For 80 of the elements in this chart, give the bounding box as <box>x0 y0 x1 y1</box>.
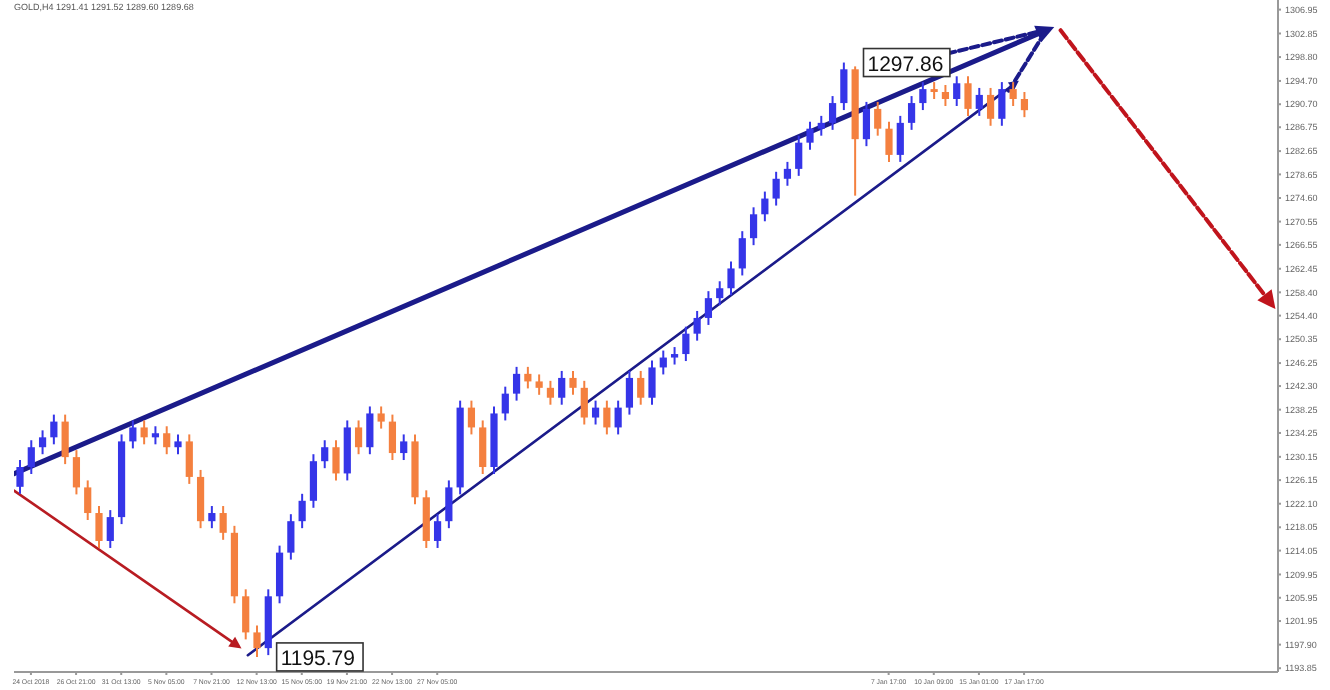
candlestick <box>614 399 622 436</box>
candlestick <box>219 505 227 541</box>
candlestick <box>27 439 35 476</box>
candlestick <box>287 513 295 561</box>
candlestick <box>129 419 137 450</box>
candlestick <box>163 425 171 456</box>
candlestick <box>332 439 340 482</box>
candlestick <box>16 459 24 495</box>
candlestick <box>919 81 927 112</box>
candlestick <box>151 425 160 446</box>
candlestick <box>185 433 193 485</box>
candlestick <box>953 75 961 107</box>
candlestick <box>275 544 284 605</box>
candlestick <box>591 399 600 426</box>
candlestick <box>196 468 205 530</box>
candlestick <box>704 290 713 326</box>
candlestick <box>377 405 385 430</box>
candlestick <box>366 405 374 456</box>
candlestick <box>874 100 882 137</box>
candlestick <box>298 492 306 530</box>
candlestick <box>693 309 701 342</box>
candlestick <box>388 413 397 462</box>
candlestick <box>648 359 656 406</box>
candlestick <box>422 489 430 549</box>
candlestick <box>50 413 58 446</box>
candlestick <box>546 379 555 406</box>
candlestick <box>501 385 509 422</box>
candlestick <box>885 120 893 163</box>
candlestick <box>682 325 690 363</box>
candlestick <box>72 449 81 496</box>
candlestick <box>569 369 577 396</box>
candlestick <box>242 588 250 641</box>
candlestick <box>535 373 543 396</box>
candlestick <box>975 86 983 117</box>
candlestick <box>907 95 916 131</box>
candlestick <box>512 365 521 402</box>
candlestick <box>61 413 69 466</box>
candlestick <box>38 429 47 456</box>
candlestick <box>106 509 114 549</box>
candlestick <box>343 419 351 482</box>
candlestick <box>964 75 972 117</box>
candlestick <box>783 160 792 187</box>
candlestick <box>1020 91 1029 119</box>
candlestick <box>727 260 735 297</box>
candlestick <box>749 206 758 247</box>
candlestick <box>580 379 588 426</box>
candlestick <box>772 170 780 207</box>
candlestick <box>95 505 103 549</box>
candlestick <box>817 114 825 137</box>
candlestick <box>896 114 904 163</box>
candlestick <box>174 433 182 456</box>
candlestick <box>208 505 216 530</box>
candlestick <box>445 479 453 530</box>
candlestick <box>806 120 814 151</box>
candlestick <box>467 399 476 436</box>
candlestick <box>140 419 148 446</box>
candlestick <box>998 81 1006 127</box>
candlestick <box>840 61 848 112</box>
candlestick <box>433 513 442 549</box>
annotation: 1195.79 <box>280 646 356 671</box>
candlestick <box>862 100 871 148</box>
candlestick <box>309 453 318 509</box>
candlestick <box>986 86 995 127</box>
candlestick <box>716 280 724 307</box>
candlestick <box>738 230 746 277</box>
candlestick <box>795 134 803 177</box>
candlestick <box>400 433 408 462</box>
candlestick <box>84 479 92 522</box>
candlestick <box>637 369 645 406</box>
candlestick <box>321 439 329 470</box>
candlestick <box>828 95 837 131</box>
candlestick <box>761 190 769 223</box>
candlestick <box>479 419 487 476</box>
candlestick <box>941 84 950 107</box>
candlestick <box>354 419 363 456</box>
candlestick <box>558 369 566 406</box>
candlestick <box>603 399 611 436</box>
annotation: 1297.86 <box>867 52 944 77</box>
candlestick <box>625 369 634 416</box>
candlestick <box>253 624 261 658</box>
